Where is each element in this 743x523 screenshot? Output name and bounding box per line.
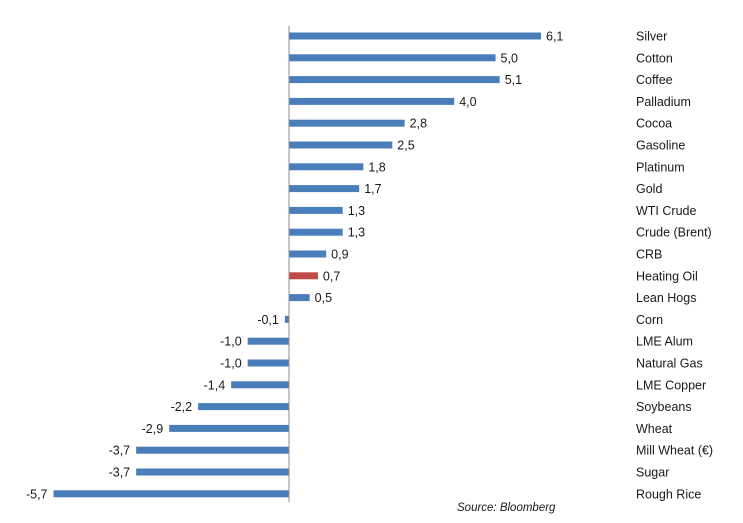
category-label: Coffee <box>636 73 673 87</box>
category-label: Natural Gas <box>636 357 703 371</box>
value-label: -3,7 <box>109 466 131 480</box>
category-label: Cotton <box>636 51 673 65</box>
bar-lme-alum <box>247 337 289 345</box>
bar-wheat <box>169 424 289 432</box>
value-label: 0,9 <box>331 248 348 262</box>
bar-lean-hogs <box>289 294 310 302</box>
category-label: Wheat <box>636 422 673 436</box>
category-label: Palladium <box>636 95 691 109</box>
bar-heating-oil <box>289 272 318 280</box>
category-label: Platinum <box>636 160 685 174</box>
category-label: Heating Oil <box>636 269 698 283</box>
category-label: Gold <box>636 182 662 196</box>
value-label: 1,3 <box>348 226 365 240</box>
category-label: Rough Rice <box>636 487 701 501</box>
bar-lme-copper <box>231 381 289 389</box>
source-note: Source: Bloomberg <box>457 502 556 514</box>
category-label: Crude (Brent) <box>636 226 712 240</box>
bar-corn <box>284 315 289 323</box>
category-label: Lean Hogs <box>636 291 696 305</box>
category-label: Gasoline <box>636 139 685 153</box>
bar-rough-rice <box>53 490 289 498</box>
value-label: 0,5 <box>315 291 332 305</box>
category-label: Silver <box>636 30 667 44</box>
bar-sugar <box>136 468 289 476</box>
bar-mill-wheat <box>136 446 289 454</box>
value-label: 4,0 <box>459 95 476 109</box>
value-labels-group: 6,15,05,14,02,82,51,81,71,31,30,90,70,5-… <box>26 30 563 502</box>
value-label: 2,8 <box>410 117 427 131</box>
value-label: 0,7 <box>323 269 340 283</box>
value-label: 1,3 <box>348 204 365 218</box>
bar-platinum <box>289 163 364 171</box>
value-label: -1,0 <box>220 357 242 371</box>
value-label: 1,7 <box>364 182 381 196</box>
category-label: LME Alum <box>636 335 693 349</box>
bar-gasoline <box>289 141 393 149</box>
value-label: 6,1 <box>546 30 563 44</box>
category-label: Mill Wheat (€) <box>636 444 713 458</box>
bar-palladium <box>289 97 455 105</box>
bar-crb <box>289 250 327 258</box>
bar-silver <box>289 32 541 40</box>
category-label: CRB <box>636 248 662 262</box>
category-label: Cocoa <box>636 117 672 131</box>
value-label: 2,5 <box>397 139 414 153</box>
value-label: 5,1 <box>505 73 522 87</box>
category-labels-group: Silver Cotton Coffee Palladium Cocoa Gasoline… <box>636 30 713 502</box>
bar-soybeans <box>198 403 289 411</box>
value-label: -5,7 <box>26 487 48 501</box>
bar-coffee <box>289 76 500 84</box>
bar-wti-crude <box>289 206 343 214</box>
value-label: -1,4 <box>204 378 226 392</box>
category-label: Sugar <box>636 466 669 480</box>
category-label: WTI Crude <box>636 204 696 218</box>
bar-natural-gas <box>247 359 289 367</box>
value-label: -0,1 <box>257 313 279 327</box>
bar-crude-brent <box>289 228 343 236</box>
value-label: -3,7 <box>109 444 131 458</box>
value-label: 1,8 <box>368 160 385 174</box>
bar-cotton <box>289 54 496 62</box>
value-label: -2,2 <box>171 400 193 414</box>
value-label: 5,0 <box>501 51 518 65</box>
category-label: Corn <box>636 313 663 327</box>
category-label: Soybeans <box>636 400 692 414</box>
value-label: -1,0 <box>220 335 242 349</box>
value-label: -2,9 <box>142 422 164 436</box>
category-label: LME Copper <box>636 378 706 392</box>
bars-group <box>53 32 541 498</box>
bar-gold <box>289 185 360 193</box>
bar-cocoa <box>289 119 405 127</box>
